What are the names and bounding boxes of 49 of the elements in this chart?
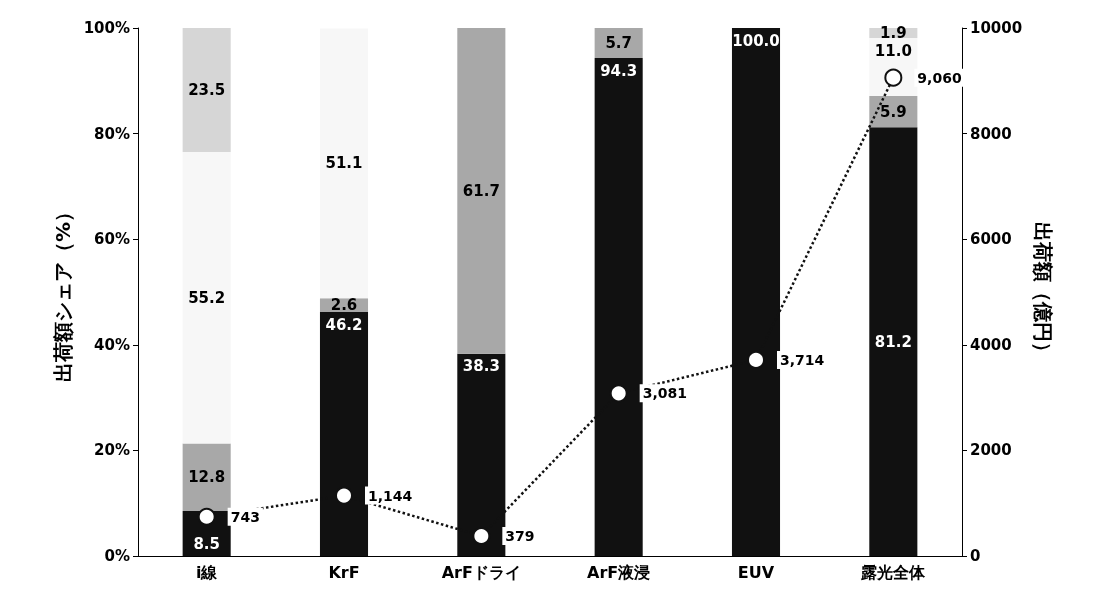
y-tick-label: 80% (94, 124, 130, 143)
y2-tick-label: 6000 (970, 230, 1012, 249)
data-label: 743 (230, 508, 260, 525)
data-label: 38.3 (462, 357, 500, 376)
point (884, 68, 903, 87)
point (197, 507, 216, 526)
point (335, 486, 353, 505)
y-tick-label: 60% (94, 230, 130, 249)
data-label: 9,060 (917, 69, 962, 86)
x-tick-label: EUV (737, 562, 775, 582)
x-tick-label: ArFドライ (441, 562, 521, 582)
data-label: 1,144 (368, 487, 413, 504)
data-label: 61.7 (462, 181, 500, 200)
data-label: 100.0 (732, 31, 780, 50)
data-label: 46.2 (325, 315, 363, 334)
data-label: 1.9 (880, 24, 907, 43)
bar (182, 443, 231, 512)
data-label: 5.9 (880, 102, 907, 121)
y-tick-label: 40% (94, 335, 130, 354)
data-label: 55.2 (188, 288, 226, 307)
x-tick-label: 露光全体 (860, 562, 927, 582)
x-tick-label: KrF (328, 562, 360, 582)
data-label: 8.5 (193, 534, 220, 553)
data-label: 51.1 (325, 154, 363, 173)
data-label: 23.5 (188, 81, 226, 100)
data-label: 5.7 (605, 34, 632, 53)
y2-tick-label: 8000 (970, 124, 1012, 143)
data-label: 379 (505, 527, 535, 544)
data-label: 94.3 (600, 61, 638, 80)
x-tick-label: ArF液浸 (587, 562, 651, 582)
y2-tick-label: 4000 (970, 335, 1012, 354)
y-tick-label: 0% (104, 547, 130, 565)
data-label: 11.0 (874, 41, 912, 60)
y2-tick-label: 10000 (970, 19, 1023, 37)
data-label: 2.6 (330, 296, 358, 315)
bar (457, 28, 506, 354)
data-label: 3,714 (780, 351, 825, 368)
y-axis-title: 出荷額シェア（%） (50, 201, 75, 383)
data-label: 12.8 (188, 468, 226, 487)
x-tick-label: i線 (195, 562, 219, 582)
point (747, 350, 765, 369)
data-label: 81.2 (874, 332, 912, 351)
data-label: 3,081 (642, 385, 687, 402)
y-tick-label: 100% (83, 19, 130, 37)
y2-axis-title: 出荷額（億円） (1031, 222, 1056, 362)
y-tick-label: 20% (94, 441, 130, 460)
y2-tick-label: 2000 (970, 441, 1012, 460)
point (609, 384, 628, 403)
y2-tick-label: 0 (970, 547, 981, 565)
